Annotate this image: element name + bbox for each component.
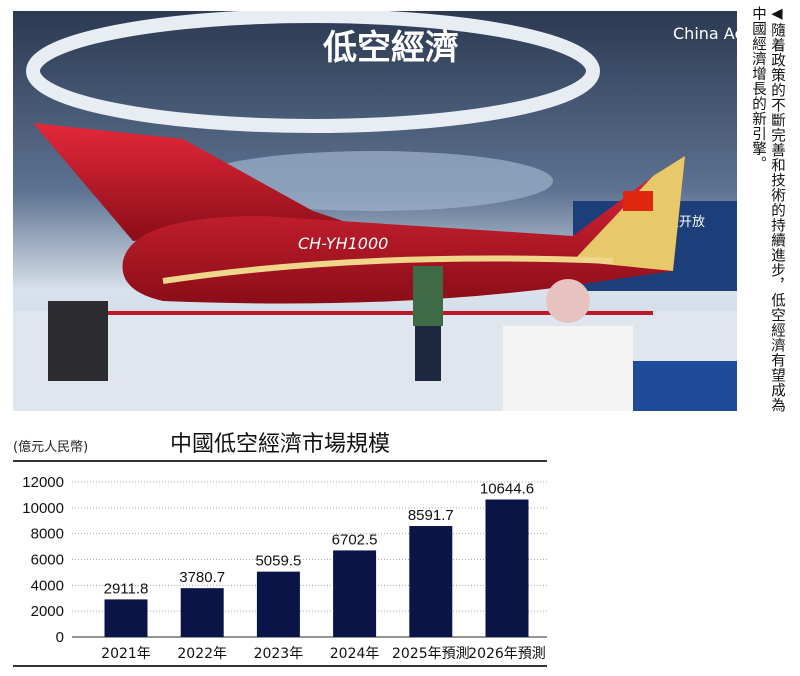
y-tick-label: 4000	[31, 577, 64, 594]
y-tick-label: 2000	[31, 603, 64, 620]
unit-label: (億元人民幣)	[13, 439, 88, 455]
photo-caption: ◀隨着政策的不斷完善和技術的持續進步，低空經濟有望成為中國經濟增長的新引擎。	[750, 6, 785, 413]
plane-registration: CH-YH1000	[298, 234, 388, 253]
bar	[485, 499, 529, 637]
bar	[333, 550, 377, 637]
y-tick-label: 0	[56, 629, 64, 646]
data-label: 5059.5	[255, 553, 301, 570]
bar-chart: (億元人民幣) 中國低空經濟市場規模 0 2000 4000 6000 8000 1000…	[13, 432, 547, 667]
data-label: 2911.8	[104, 580, 149, 597]
sign-text: 低空經濟	[323, 28, 459, 68]
y-tick-label: 6000	[31, 552, 64, 569]
data-label: 8591.7	[408, 507, 454, 524]
x-tick-label: 2021年	[101, 646, 151, 662]
bar	[409, 526, 453, 637]
y-tick-label: 10000	[22, 500, 64, 517]
x-tick-label: 2023年	[254, 646, 304, 662]
exhibition-photo: 低空經濟 China Ae 內陸开放 CH-YH1000	[13, 11, 737, 411]
y-tick-label: 12000	[22, 474, 64, 491]
bar	[180, 588, 224, 637]
data-label: 3780.7	[179, 569, 225, 586]
bar	[256, 571, 300, 637]
bar	[104, 599, 148, 637]
x-tick-label: 2025年預測	[392, 646, 470, 662]
y-tick-label: 8000	[31, 526, 64, 543]
x-tick-label: 2026年預測	[468, 646, 546, 662]
x-tick-label: 2022年	[177, 646, 227, 662]
x-tick-label: 2024年	[330, 646, 380, 662]
data-label: 10644.6	[480, 481, 534, 498]
background-sign: China Ae	[673, 24, 737, 43]
chart-title: 中國低空經濟市場規模	[170, 432, 390, 457]
data-label: 6702.5	[332, 531, 378, 548]
